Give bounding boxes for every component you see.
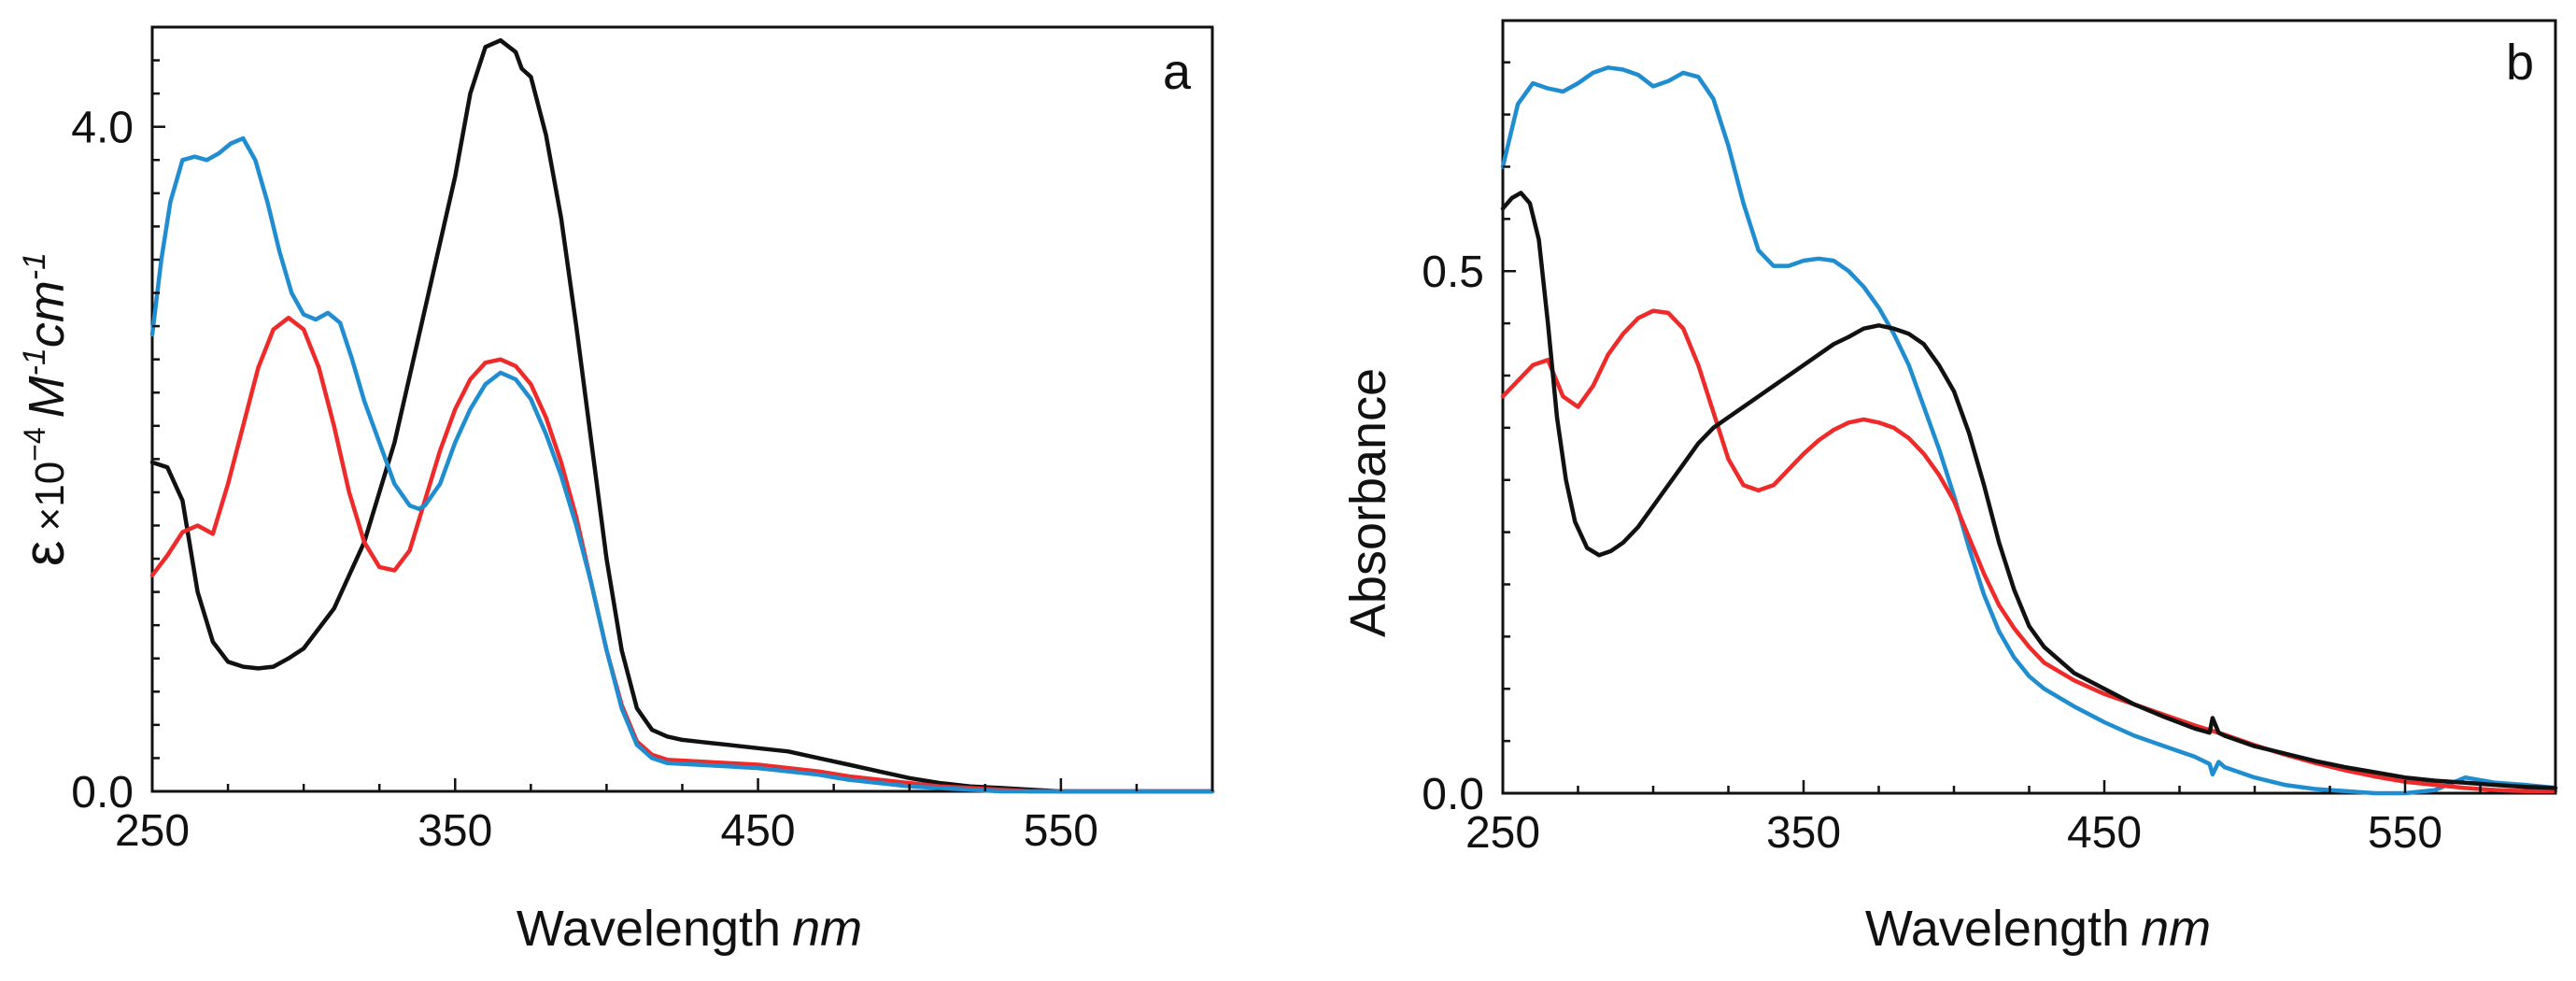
x-tick-label-a: 350	[418, 806, 492, 856]
y-axis-title-b: Absorbance	[1340, 368, 1396, 637]
chart-panel-a: 250 350 450 550 0.0 4.0 a Wavelength nm ε ×10−4…	[12, 25, 1215, 957]
x-tick-label-b: 250	[1465, 808, 1540, 858]
x-tick-label-a: 550	[1024, 806, 1098, 856]
x-axis-unit-a: nm	[792, 901, 862, 957]
y-axis-molar-exp: -1	[17, 348, 52, 376]
x-tick-label-b: 550	[2368, 808, 2442, 858]
panel-label-b: b	[2506, 35, 2534, 91]
y-tick-label-b: 0.5	[1422, 248, 1484, 297]
x-axis-title-text-a: Wavelength	[517, 901, 781, 957]
y-axis-cm: cm	[19, 280, 75, 348]
x-tick-label-b: 350	[1766, 808, 1841, 858]
plot-area-a	[150, 25, 1214, 793]
series-line-black-b	[1500, 191, 2558, 790]
x-tick-label-b: 450	[2067, 808, 2142, 858]
y-tick-label-b: 0.0	[1422, 770, 1484, 819]
y-tick-label-a: 4.0	[71, 104, 134, 153]
chart-panel-b: 250 350 450 550 0.0 0.5 b Wavelength nm Absorb…	[1340, 19, 2558, 957]
series-line-red-a	[149, 315, 1215, 794]
y-axis-factor: ×10	[27, 462, 73, 532]
y-axis-molar: M	[19, 376, 75, 418]
x-axis-title-b: Wavelength nm	[1865, 901, 2211, 957]
x-axis-title-text-b: Wavelength	[1865, 901, 2130, 957]
panel-label-a: a	[1163, 44, 1192, 100]
y-axis-factor-exp: −4	[18, 427, 51, 461]
x-tick-label-a: 250	[115, 806, 190, 856]
y-tick-label-a: 0.0	[71, 768, 134, 818]
series-line-black-a	[149, 37, 1215, 794]
series-line-blue-a	[149, 135, 1215, 794]
y-axis-epsilon: ε	[12, 540, 77, 566]
y-axis-cm-exp: -1	[17, 252, 52, 280]
ticks-group-a: 250 350 450 550 0.0 4.0	[71, 25, 1214, 856]
series-group-a	[149, 37, 1215, 794]
series-line-blue-b	[1500, 65, 2558, 796]
ticks-group-b: 250 350 450 550 0.0 0.5	[1422, 61, 2557, 858]
y-axis-title-a: ε×10−4M-1cm-1	[12, 252, 77, 566]
series-group-b	[1500, 65, 2558, 796]
x-axis-title-a: Wavelength nm	[517, 901, 862, 957]
x-tick-label-a: 450	[721, 806, 796, 856]
series-line-red-b	[1500, 308, 2558, 794]
x-axis-unit-b: nm	[2141, 901, 2211, 957]
